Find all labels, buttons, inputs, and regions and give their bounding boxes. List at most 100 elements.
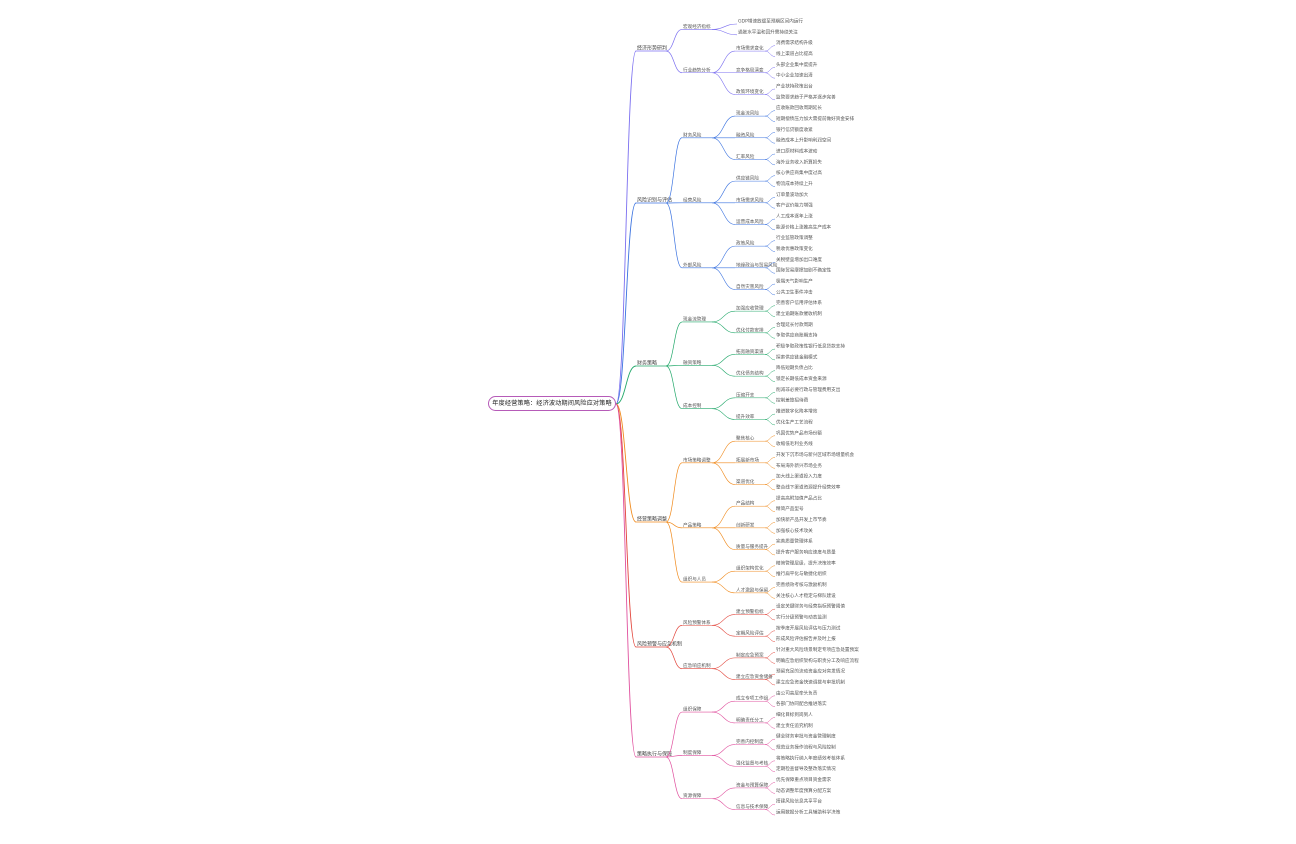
topic[interactable]: 资金与预算保障 bbox=[736, 781, 769, 788]
leaf-topic[interactable]: 产业扶持政策出台 bbox=[776, 83, 813, 90]
leaf-topic[interactable]: 能源价格上涨推高生产成本 bbox=[776, 223, 832, 230]
leaf-topic[interactable]: 降低短期负债占比 bbox=[776, 364, 813, 371]
subtopic[interactable]: 现金流管理 bbox=[683, 315, 706, 322]
leaf-topic[interactable]: 精简管理层级，提升决策效率 bbox=[776, 559, 836, 566]
leaf-topic[interactable]: 控制差旅招待费 bbox=[776, 397, 809, 404]
subtopic[interactable]: 经营风险 bbox=[683, 196, 702, 203]
leaf-topic[interactable]: 提升客户服务响应速度与质量 bbox=[776, 548, 836, 555]
leaf-topic[interactable]: 合理延长付款周期 bbox=[776, 321, 813, 328]
subtopic[interactable]: 制度保障 bbox=[683, 749, 702, 756]
topic[interactable]: 渠道优化 bbox=[736, 478, 755, 485]
leaf-topic[interactable]: 建立应急资金快速调拨与审批机制 bbox=[776, 678, 845, 685]
leaf-topic[interactable]: 设定关键财务与经营指标预警阈值 bbox=[776, 603, 845, 610]
leaf-topic[interactable]: 收缩低毛利业务线 bbox=[776, 440, 813, 447]
topic[interactable]: 优化付款安排 bbox=[736, 326, 764, 333]
branch-topic[interactable]: 经营策略调整 bbox=[637, 516, 667, 523]
topic[interactable]: 创新研发 bbox=[736, 521, 755, 528]
leaf-topic[interactable]: 巩固优势产品市场份额 bbox=[776, 429, 822, 436]
subtopic[interactable]: 风险预警体系 bbox=[683, 619, 711, 626]
leaf-topic[interactable]: 运用数据分析工具辅助科学决策 bbox=[776, 809, 841, 816]
topic[interactable]: 强化监督与考核 bbox=[736, 760, 769, 767]
topic[interactable]: 制定应急预案 bbox=[736, 651, 764, 658]
leaf-topic[interactable]: 开发下沉市场与新兴区域市场增量机会 bbox=[776, 451, 855, 458]
subtopic[interactable]: 市场策略调整 bbox=[683, 456, 711, 463]
leaf-topic[interactable]: 线上渠道占比提高 bbox=[776, 50, 813, 57]
leaf-topic[interactable]: 客户议价能力增强 bbox=[776, 202, 813, 209]
leaf-topic[interactable]: 加大线上渠道投入力度 bbox=[776, 473, 822, 480]
leaf-topic[interactable]: 整合线下渠道资源提升经营效率 bbox=[776, 483, 841, 490]
leaf-topic[interactable]: 完善绩效考核与激励机制 bbox=[776, 581, 827, 588]
topic[interactable]: 完善内控制度 bbox=[736, 738, 764, 745]
leaf-topic[interactable]: 海外业务收入折算损失 bbox=[776, 158, 822, 165]
leaf-topic[interactable]: 融资成本上升影响利润空间 bbox=[776, 137, 832, 144]
leaf-topic[interactable]: 核心供应商集中度过高 bbox=[776, 169, 822, 176]
leaf-topic[interactable]: 争取供应商账期支持 bbox=[776, 332, 818, 339]
leaf-topic[interactable]: 公共卫生事件冲击 bbox=[776, 288, 813, 295]
topic[interactable]: 明确责任分工 bbox=[736, 716, 764, 723]
leaf-topic[interactable]: 短期偿债压力加大需提前做好资金安排 bbox=[776, 115, 855, 122]
leaf-topic[interactable]: 锁定长期低成本资金来源 bbox=[776, 375, 827, 382]
topic[interactable]: 政策环境变化 bbox=[736, 88, 764, 95]
leaf-topic[interactable]: 国际贸易摩擦加剧不确定性 bbox=[776, 267, 832, 274]
leaf-topic[interactable]: 健全财务审批与资金管理制度 bbox=[776, 733, 836, 740]
subtopic[interactable]: 财务风险 bbox=[683, 131, 702, 138]
leaf-topic[interactable]: 各部门协同配合推进落实 bbox=[776, 700, 827, 707]
leaf-topic[interactable]: 加快新产品开发上市节奏 bbox=[776, 516, 827, 523]
leaf-topic[interactable]: 预留充足的流动资金应对突发情况 bbox=[776, 668, 845, 675]
leaf-topic[interactable]: 中小企业加速出清 bbox=[776, 72, 813, 79]
topic[interactable]: 信息与技术保障 bbox=[736, 803, 769, 810]
leaf-topic[interactable]: 极端天气影响生产 bbox=[776, 278, 813, 285]
leaf-topic[interactable]: 积极争取政策性银行低息贷款支持 bbox=[776, 343, 845, 350]
leaf-topic[interactable]: 监管要求趋于严格并逐步完善 bbox=[776, 93, 836, 100]
subtopic[interactable]: 产品策略 bbox=[683, 521, 702, 528]
topic[interactable]: 优化债务结构 bbox=[736, 370, 764, 377]
topic[interactable]: 市场需求变化 bbox=[736, 45, 764, 52]
root-topic[interactable]: 年度经营策略：经济波动期间风险应对策略 bbox=[488, 396, 616, 411]
subtopic[interactable]: 组织与人员 bbox=[683, 576, 706, 583]
topic[interactable]: 产品结构 bbox=[736, 500, 755, 507]
leaf-topic[interactable]: 优化生产工艺流程 bbox=[776, 418, 813, 425]
subtopic[interactable]: 行业趋势分析 bbox=[683, 66, 711, 73]
leaf-topic[interactable]: 关注核心人才稳定与梯队建设 bbox=[776, 592, 836, 599]
topic[interactable]: 定期风险评估 bbox=[736, 630, 764, 637]
leaf-topic[interactable]: 通胀水平温和回升需持续关注 bbox=[738, 28, 798, 35]
leaf-topic[interactable]: 行业监管政策调整 bbox=[776, 234, 813, 241]
leaf-topic[interactable]: 搭建风险信息共享平台 bbox=[776, 798, 822, 805]
leaf-topic[interactable]: 形成风险评估报告并及时上报 bbox=[776, 635, 836, 642]
leaf-topic[interactable]: 精简产品型号 bbox=[776, 505, 804, 512]
leaf-topic[interactable]: 推进数字化降本增效 bbox=[776, 408, 818, 415]
leaf-topic[interactable]: 规范业务操作流程与风险控制 bbox=[776, 743, 836, 750]
topic[interactable]: 建立预警指标 bbox=[736, 608, 764, 615]
leaf-topic[interactable]: 完善质量管理体系 bbox=[776, 538, 813, 545]
subtopic[interactable]: 组织保障 bbox=[683, 706, 702, 713]
leaf-topic[interactable]: 税收优惠政策变化 bbox=[776, 245, 813, 252]
subtopic[interactable]: 应急响应机制 bbox=[683, 662, 711, 669]
topic[interactable]: 融资风险 bbox=[736, 131, 755, 138]
topic[interactable]: 组织架构优化 bbox=[736, 565, 764, 572]
leaf-topic[interactable]: 物流成本持续上升 bbox=[776, 180, 813, 187]
leaf-topic[interactable]: 关税壁垒增加出口难度 bbox=[776, 256, 822, 263]
topic[interactable]: 供应链风险 bbox=[736, 175, 759, 182]
branch-topic[interactable]: 风险预警与应急机制 bbox=[637, 641, 682, 648]
leaf-topic[interactable]: 动态调整年度预算分配方案 bbox=[776, 787, 832, 794]
subtopic[interactable]: 宏观经济指标 bbox=[683, 23, 711, 30]
topic[interactable]: 拓宽融资渠道 bbox=[736, 348, 764, 355]
topic[interactable]: 市场需求风险 bbox=[736, 196, 764, 203]
topic[interactable]: 提升效率 bbox=[736, 413, 755, 420]
leaf-topic[interactable]: 提高高附加值产品占比 bbox=[776, 494, 822, 501]
leaf-topic[interactable]: 优先保障重点项目资金需求 bbox=[776, 776, 832, 783]
leaf-topic[interactable]: 人工成本逐年上涨 bbox=[776, 213, 813, 220]
topic[interactable]: 政策风险 bbox=[736, 240, 755, 247]
subtopic[interactable]: 外部风险 bbox=[683, 261, 702, 268]
topic[interactable]: 拓展新市场 bbox=[736, 456, 759, 463]
subtopic[interactable]: 成本控制 bbox=[683, 402, 702, 409]
branch-topic[interactable]: 策略执行与保障 bbox=[637, 751, 672, 758]
leaf-topic[interactable]: 消费需求结构升级 bbox=[776, 39, 813, 46]
leaf-topic[interactable]: 定期检查督导及整改落实情况 bbox=[776, 765, 836, 772]
leaf-topic[interactable]: 明确应急组织架构与职责分工及响应流程 bbox=[776, 657, 859, 664]
subtopic[interactable]: 融资策略 bbox=[683, 359, 702, 366]
leaf-topic[interactable]: 头部企业集中度提升 bbox=[776, 61, 818, 68]
branch-topic[interactable]: 经济形势研判 bbox=[637, 45, 667, 52]
leaf-topic[interactable]: 应收账款回收周期延长 bbox=[776, 104, 822, 111]
topic[interactable]: 成立专项工作组 bbox=[736, 695, 769, 702]
